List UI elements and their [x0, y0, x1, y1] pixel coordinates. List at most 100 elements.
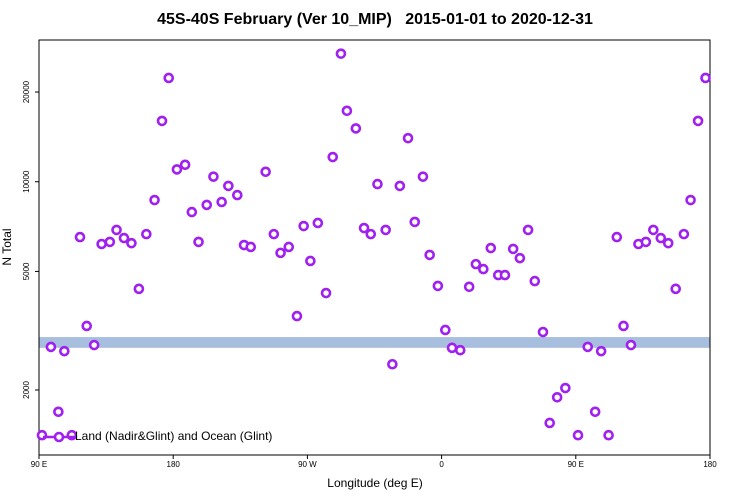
point	[59, 345, 70, 357]
x-axis-label: Longitude (deg E)	[327, 476, 422, 490]
point	[662, 237, 674, 249]
legend-marker	[53, 431, 65, 443]
point	[648, 224, 659, 236]
point	[208, 171, 219, 182]
point	[417, 171, 429, 182]
point	[678, 228, 690, 240]
point	[74, 231, 86, 243]
point	[53, 406, 64, 418]
point	[358, 222, 370, 234]
point	[149, 194, 160, 206]
y-tick-label: 5000	[22, 262, 31, 280]
point	[283, 241, 295, 253]
point	[156, 115, 168, 127]
point	[670, 283, 682, 295]
point	[141, 228, 152, 240]
point	[133, 283, 145, 295]
point	[685, 194, 696, 206]
point	[446, 342, 458, 354]
point	[595, 345, 607, 357]
point	[232, 189, 243, 201]
point	[478, 263, 489, 275]
point	[463, 281, 475, 293]
point	[544, 417, 556, 429]
y-axis-label: N Total	[0, 228, 14, 265]
point	[440, 324, 451, 336]
point	[186, 206, 198, 218]
y-tick-label: 10000	[22, 170, 31, 193]
x-tick-label: 90 E	[31, 460, 47, 469]
point	[618, 320, 629, 332]
point	[454, 344, 466, 356]
point	[335, 48, 347, 59]
point	[499, 269, 511, 281]
point	[402, 132, 414, 144]
band	[39, 337, 710, 348]
point	[341, 105, 353, 117]
point	[514, 252, 526, 264]
point	[126, 237, 137, 249]
point	[522, 224, 534, 236]
point	[193, 236, 204, 248]
point	[111, 224, 122, 236]
point	[560, 382, 571, 394]
point	[603, 429, 614, 441]
point	[507, 243, 519, 255]
point	[118, 232, 130, 244]
x-tick-label: 180	[167, 460, 181, 469]
point	[470, 258, 482, 270]
point	[163, 72, 175, 84]
point	[179, 159, 191, 171]
point	[312, 217, 324, 229]
y-tick-label: 2000	[22, 381, 31, 399]
legend-label: Land (Nadir&Glint) and Ocean (Glint)	[75, 429, 272, 443]
point	[485, 242, 497, 254]
point	[291, 310, 303, 322]
point	[625, 339, 637, 351]
point	[104, 236, 116, 248]
point	[45, 341, 57, 353]
point	[96, 238, 107, 250]
point	[245, 241, 257, 253]
point	[305, 255, 316, 267]
chart-title: 45S-40S February (Ver 10_MIP) 2015-01-01…	[157, 11, 593, 28]
point	[268, 228, 280, 240]
point	[223, 180, 234, 192]
point	[394, 180, 406, 192]
point	[380, 224, 391, 236]
point	[537, 326, 549, 338]
point	[350, 123, 362, 134]
x-tick-label: 180	[703, 460, 717, 469]
point	[424, 249, 435, 261]
x-tick-label: 90 W	[298, 460, 317, 469]
point	[409, 216, 421, 228]
point	[275, 247, 286, 259]
y-tick-label: 20000	[22, 80, 31, 103]
point	[216, 196, 227, 208]
point	[432, 280, 444, 292]
point	[171, 164, 183, 175]
point	[529, 275, 541, 287]
point	[655, 232, 667, 244]
x-tick-label: 0	[439, 460, 444, 469]
point	[260, 166, 271, 178]
point	[700, 72, 711, 84]
x-tick-label: 90 E	[568, 460, 584, 469]
point	[81, 320, 93, 332]
point	[611, 231, 623, 243]
point	[88, 339, 100, 351]
point	[589, 406, 601, 418]
point	[692, 115, 704, 127]
point	[572, 429, 584, 441]
point	[640, 236, 652, 248]
point	[320, 287, 332, 299]
point	[551, 391, 563, 403]
plot-frame	[38, 39, 711, 456]
point	[582, 341, 594, 353]
point	[387, 358, 398, 370]
point	[365, 228, 377, 240]
point	[327, 151, 339, 163]
point	[372, 178, 383, 190]
point	[201, 199, 213, 211]
